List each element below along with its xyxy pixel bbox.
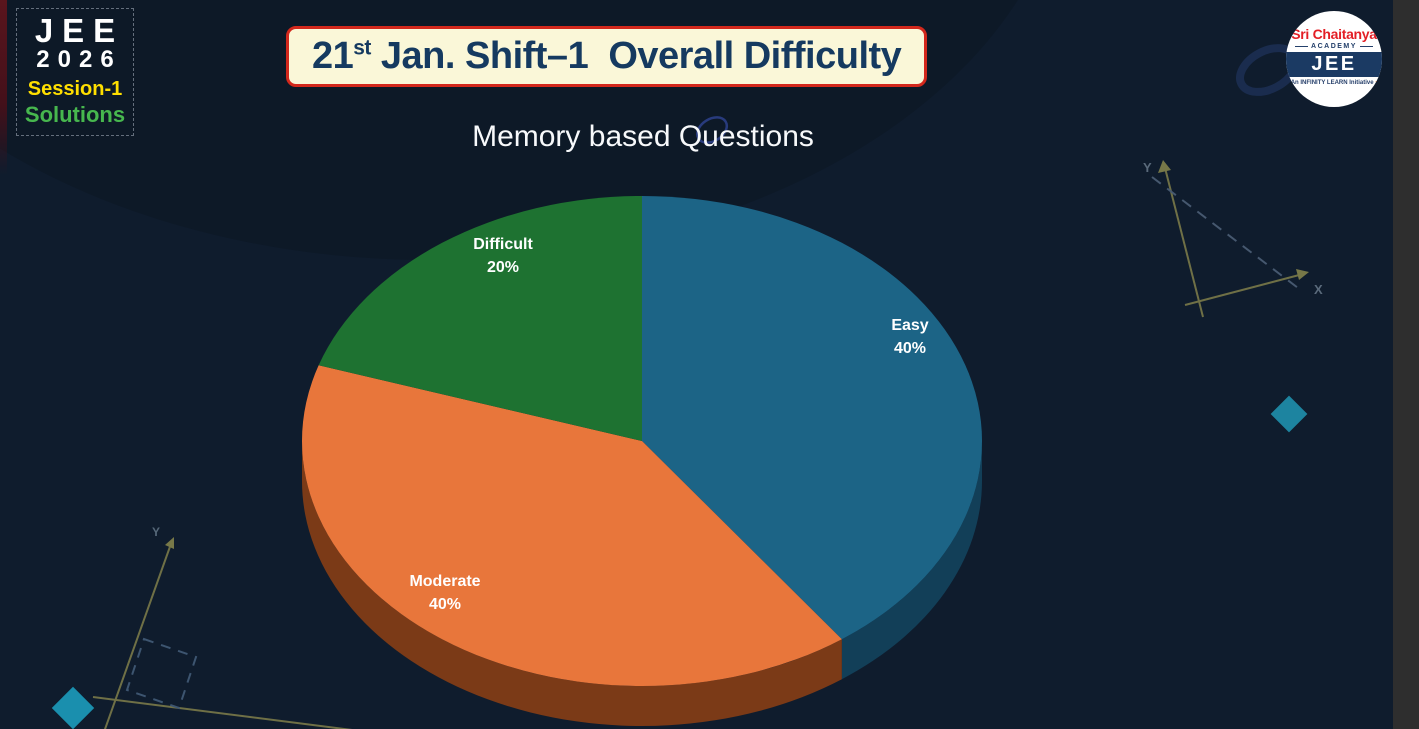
x-axis-line bbox=[1184, 273, 1304, 306]
diamond-accent-right bbox=[1270, 395, 1308, 433]
logo-academy-row: ACADEMY bbox=[1295, 43, 1373, 50]
pie-side-moderate bbox=[302, 441, 842, 727]
logo-exam-label: JEE bbox=[1311, 53, 1357, 75]
title-superscript: st bbox=[353, 36, 371, 60]
sri-chaitanya-logo: Sri Chaitanya ACADEMY JEE An INFINITY LE… bbox=[1286, 11, 1382, 107]
y-axis-arrowhead bbox=[165, 537, 174, 549]
logo-tagline: An INFINITY LEARN Initiative › bbox=[1290, 80, 1378, 86]
academy-rule-left bbox=[1295, 46, 1309, 47]
pie-slice-easy bbox=[642, 196, 983, 640]
slice-name: Easy bbox=[891, 316, 929, 334]
chart-subtitle: Memory based Questions bbox=[472, 120, 814, 153]
pie-label-moderate: Moderate 40% bbox=[409, 570, 480, 616]
y-axis-line bbox=[104, 540, 173, 729]
pie-label-difficult: Difficult 20% bbox=[473, 233, 533, 279]
slice-value: 40% bbox=[428, 596, 462, 613]
slice-value: 40% bbox=[893, 340, 927, 357]
logo-brand-name: Sri Chaitanya bbox=[1291, 26, 1377, 42]
y-axis-arrowhead bbox=[1158, 160, 1171, 173]
diamond-accent-bottom-left bbox=[51, 686, 95, 729]
badge-session: Session-1 bbox=[27, 78, 123, 101]
pie-slice-difficult bbox=[318, 196, 642, 441]
badge-year: 2026 bbox=[36, 46, 122, 73]
left-red-accent-strip bbox=[0, 0, 7, 175]
badge-exam-name: JEE bbox=[34, 12, 125, 49]
slice-value: 20% bbox=[486, 259, 520, 276]
y-axis-label: Y bbox=[1143, 160, 1152, 175]
slide-title-box: 21st Jan. Shift–1 Overall Difficulty bbox=[286, 26, 928, 87]
x-axis-label: X bbox=[1314, 282, 1323, 297]
title-rest: Jan. Shift–1 Overall Difficulty bbox=[370, 35, 902, 77]
pie-chart-svg bbox=[301, 196, 983, 727]
tagline-arrow-icon: › bbox=[1375, 80, 1378, 86]
dashed-square bbox=[125, 637, 198, 710]
axes-sketch-top-right: Y X bbox=[1143, 160, 1323, 318]
y-axis-label: Y bbox=[152, 525, 160, 539]
slice-name: Moderate bbox=[409, 572, 481, 590]
pie-side-easy bbox=[841, 441, 982, 680]
academy-rule-right bbox=[1359, 46, 1373, 47]
pie-chart: Difficult 20% Easy 40% Moderate 40% bbox=[298, 190, 990, 729]
title-number: 21 bbox=[312, 35, 354, 77]
jee-session-badge: JEE 2026 Session-1 Solutions bbox=[16, 8, 134, 136]
logo-jee-band: JEE bbox=[1286, 52, 1382, 77]
pie-slice-moderate bbox=[301, 365, 842, 687]
right-gray-strip bbox=[1393, 0, 1419, 729]
logo-academy-label: ACADEMY bbox=[1311, 43, 1357, 50]
dashed-diagonal-line bbox=[1151, 176, 1303, 292]
x-axis-arrowhead bbox=[1296, 269, 1309, 280]
slide-title: 21st Jan. Shift–1 Overall Difficulty bbox=[312, 35, 902, 78]
slice-name: Difficult bbox=[473, 235, 533, 253]
y-axis-line bbox=[1163, 163, 1204, 318]
badge-solutions: Solutions bbox=[24, 102, 126, 128]
pie-label-easy: Easy 40% bbox=[891, 314, 928, 360]
